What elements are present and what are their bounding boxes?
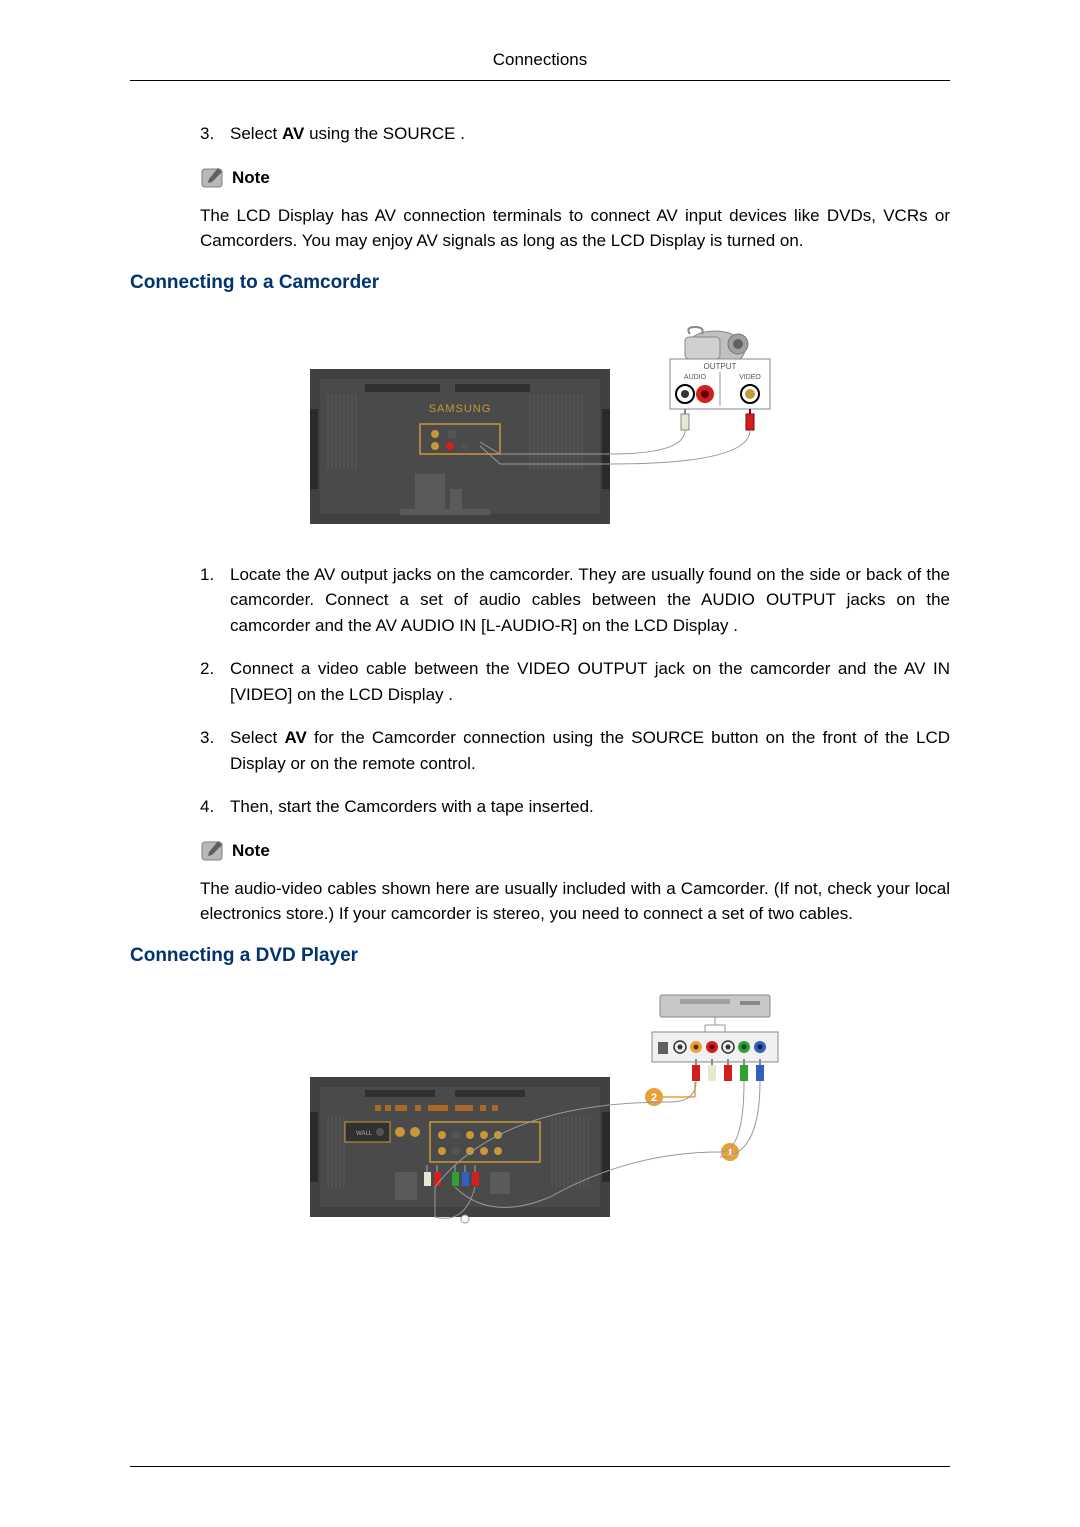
svg-text:SAMSUNG: SAMSUNG: [429, 403, 492, 415]
step-text: Connect a video cable between the VIDEO …: [230, 656, 950, 707]
diagram-camcorder: SAMSUNG OUTPUT AUDIO: [130, 314, 950, 534]
svg-text:OUTPUT: OUTPUT: [704, 362, 737, 371]
note-text: The audio-video cables shown here are us…: [200, 876, 950, 927]
step-text-prefix: Select: [230, 728, 284, 747]
step-item: 1. Locate the AV output jacks on the cam…: [200, 562, 950, 639]
note-icon: [200, 838, 226, 864]
diagram-dvd: 2 1: [130, 987, 950, 1227]
svg-text:1: 1: [727, 1147, 733, 1159]
step-number: 3.: [200, 725, 230, 776]
note-block: Note The LCD Display has AV connection t…: [200, 165, 950, 254]
step-text-suffix: for the Camcorder connection using the S…: [230, 728, 950, 773]
step-item: 4. Then, start the Camcorders with a tap…: [200, 794, 950, 820]
step-text-suffix: using the SOURCE .: [304, 124, 465, 143]
section-heading-camcorder: Connecting to a Camcorder: [130, 272, 950, 294]
note-label: Note: [232, 841, 270, 861]
step-text-bold: AV: [284, 728, 306, 747]
step-text: Select AV for the Camcorder connection u…: [230, 725, 950, 776]
step-number: 3.: [200, 121, 230, 147]
step-text-prefix: Select: [230, 124, 282, 143]
step-number: 4.: [200, 794, 230, 820]
step-text-bold: AV: [282, 124, 304, 143]
note-label: Note: [232, 168, 270, 188]
svg-text:WALL: WALL: [356, 1131, 373, 1137]
section-heading-dvd: Connecting a DVD Player: [130, 945, 950, 967]
step-item: 3. Select AV using the SOURCE .: [200, 121, 950, 147]
step-item: 2. Connect a video cable between the VID…: [200, 656, 950, 707]
page-header-title: Connections: [130, 50, 950, 80]
step-number: 2.: [200, 656, 230, 707]
header-rule: [130, 80, 950, 81]
step-number: 1.: [200, 562, 230, 639]
svg-text:AUDIO: AUDIO: [684, 374, 707, 381]
note-icon: [200, 165, 226, 191]
step-item: 3. Select AV for the Camcorder connectio…: [200, 725, 950, 776]
svg-text:VIDEO: VIDEO: [739, 374, 761, 381]
step-text: Select AV using the SOURCE .: [230, 121, 950, 147]
note-text: The LCD Display has AV connection termin…: [200, 203, 950, 254]
footer-rule: [130, 1466, 950, 1467]
step-text: Then, start the Camcorders with a tape i…: [230, 794, 950, 820]
note-block: Note The audio-video cables shown here a…: [200, 838, 950, 927]
step-text: Locate the AV output jacks on the camcor…: [230, 562, 950, 639]
